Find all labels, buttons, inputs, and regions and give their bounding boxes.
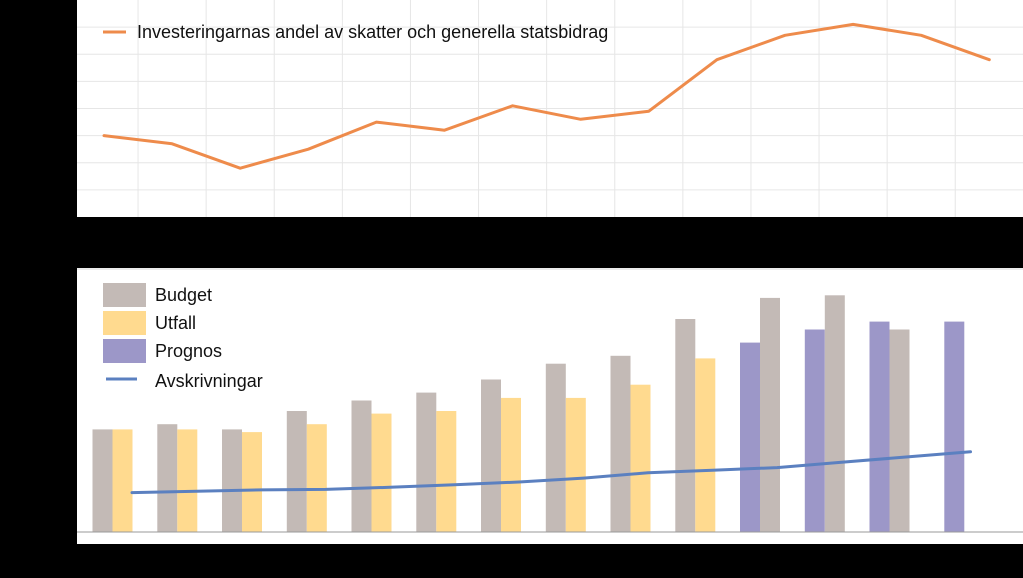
bar-budget — [824, 295, 845, 532]
series-line-avskrivningar — [130, 450, 972, 495]
bar-budget — [92, 429, 113, 532]
bar-budget — [222, 429, 242, 532]
bottom-legend: Budget Utfall Prognos Avskrivningar — [103, 283, 263, 391]
bar-utfall — [306, 424, 327, 532]
bar-budget — [351, 400, 372, 532]
bar-budget — [481, 379, 501, 532]
top-line-points — [103, 24, 990, 169]
legend-swatch-budget — [103, 283, 146, 307]
bar-utfall — [565, 397, 586, 532]
top-chart: Investeringarnas andel av skatter och ge… — [77, 0, 1023, 217]
bar-budget — [675, 319, 696, 532]
bar-prognos — [869, 321, 890, 532]
bar-budget — [286, 411, 307, 532]
bottom-chart: Budget Utfall Prognos Avskrivningar — [77, 268, 1023, 544]
legend-label-budget: Budget — [155, 285, 212, 305]
bar-utfall — [371, 413, 392, 532]
series-line-investeringar — [102, 22, 991, 170]
legend-swatch-prognos — [103, 339, 146, 363]
top-gridlines — [77, 0, 1023, 217]
bar-budget — [889, 329, 910, 532]
bar-utfall — [177, 429, 198, 532]
legend-label-investeringar: Investeringarnas andel av skatter och ge… — [137, 22, 608, 42]
bar-prognos — [804, 329, 825, 532]
bar-utfall — [501, 397, 521, 532]
bar-budget — [157, 424, 178, 532]
legend-label-prognos: Prognos — [155, 341, 222, 361]
bar-utfall — [112, 429, 133, 532]
legend-swatch-utfall — [103, 311, 146, 335]
bar-budget — [416, 392, 437, 532]
bar-utfall — [436, 411, 457, 532]
bar-series — [92, 295, 965, 532]
top-legend: Investeringarnas andel av skatter och ge… — [103, 22, 608, 42]
bar-budget — [760, 297, 780, 532]
avskrivningar-points — [131, 451, 971, 493]
bar-utfall — [630, 384, 651, 532]
legend-label-avskrivningar: Avskrivningar — [155, 371, 263, 391]
bar-utfall — [695, 358, 716, 532]
bar-utfall — [242, 432, 262, 532]
bar-prognos — [944, 321, 965, 532]
bar-prognos — [740, 342, 760, 532]
bar-budget — [545, 363, 566, 532]
bar-budget — [610, 355, 631, 532]
legend-label-utfall: Utfall — [155, 313, 196, 333]
